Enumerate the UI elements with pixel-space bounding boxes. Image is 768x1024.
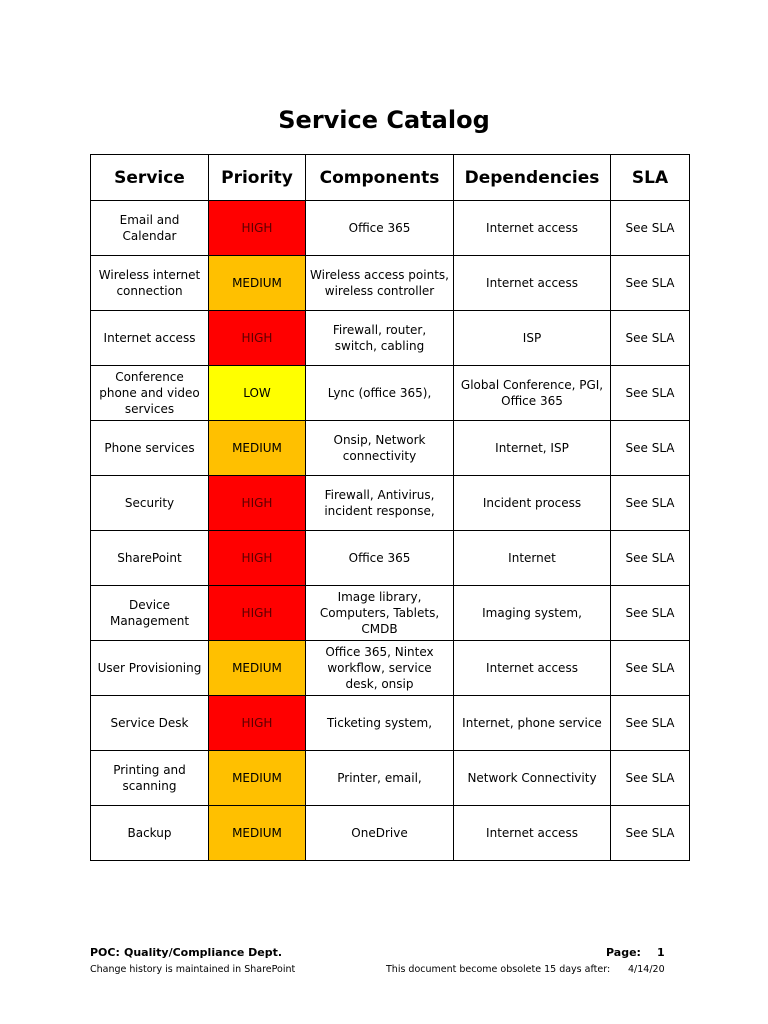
- table-row: Wireless internet connection MEDIUM Wire…: [90, 255, 690, 311]
- service-cell: Service Desk: [90, 695, 209, 751]
- sla-cell: See SLA: [610, 365, 690, 421]
- priority-cell: HIGH: [208, 695, 306, 751]
- components-cell: Printer, email,: [305, 750, 454, 806]
- page-title: Service Catalog: [278, 106, 490, 134]
- service-cell: Internet access: [90, 310, 209, 366]
- service-cell: Wireless internet connection: [90, 255, 209, 311]
- page-label: Page:: [606, 946, 641, 959]
- dependencies-cell: Internet: [453, 530, 611, 586]
- sla-cell: See SLA: [610, 310, 690, 366]
- components-cell: Office 365: [305, 530, 454, 586]
- priority-cell: MEDIUM: [208, 805, 306, 861]
- header-priority: Priority: [208, 154, 306, 201]
- poc-label: POC:: [90, 946, 120, 959]
- components-cell: Firewall, router, switch, cabling: [305, 310, 454, 366]
- table-header-row: Service Priority Components Dependencies…: [90, 154, 690, 201]
- priority-cell: HIGH: [208, 310, 306, 366]
- dependencies-cell: Internet, phone service: [453, 695, 611, 751]
- priority-cell: LOW: [208, 365, 306, 421]
- sla-cell: See SLA: [610, 750, 690, 806]
- priority-cell: MEDIUM: [208, 750, 306, 806]
- table-row: User Provisioning MEDIUM Office 365, Nin…: [90, 640, 690, 696]
- page-number: 1: [657, 946, 665, 959]
- header-dependencies: Dependencies: [453, 154, 611, 201]
- table-row: Device Management HIGH Image library, Co…: [90, 585, 690, 641]
- components-cell: Lync (office 365),: [305, 365, 454, 421]
- sla-cell: See SLA: [610, 530, 690, 586]
- service-cell: Conference phone and video services: [90, 365, 209, 421]
- components-cell: Wireless access points, wireless control…: [305, 255, 454, 311]
- service-catalog-table: Service Priority Components Dependencies…: [90, 154, 690, 861]
- header-components: Components: [305, 154, 454, 201]
- table-row: Internet access HIGH Firewall, router, s…: [90, 310, 690, 366]
- priority-cell: MEDIUM: [208, 640, 306, 696]
- dependencies-cell: Imaging system,: [453, 585, 611, 641]
- components-cell: Office 365, Nintex workflow, service des…: [305, 640, 454, 696]
- components-cell: Office 365: [305, 200, 454, 256]
- priority-cell: HIGH: [208, 530, 306, 586]
- priority-cell: HIGH: [208, 475, 306, 531]
- service-cell: SharePoint: [90, 530, 209, 586]
- service-cell: Security: [90, 475, 209, 531]
- obsolete-date: 4/14/20: [628, 964, 665, 975]
- sla-cell: See SLA: [610, 640, 690, 696]
- table-row: Email and Calendar HIGH Office 365 Inter…: [90, 200, 690, 256]
- table-row: Conference phone and video services LOW …: [90, 365, 690, 421]
- sla-cell: See SLA: [610, 695, 690, 751]
- dependencies-cell: Internet, ISP: [453, 420, 611, 476]
- components-cell: Image library, Computers, Tablets, CMDB: [305, 585, 454, 641]
- service-cell: Device Management: [90, 585, 209, 641]
- components-cell: OneDrive: [305, 805, 454, 861]
- dependencies-cell: Incident process: [453, 475, 611, 531]
- table-row: Security HIGH Firewall, Antivirus, incid…: [90, 475, 690, 531]
- priority-cell: HIGH: [208, 200, 306, 256]
- table-row: SharePoint HIGH Office 365 Internet See …: [90, 530, 690, 586]
- table-row: Phone services MEDIUM Onsip, Network con…: [90, 420, 690, 476]
- service-cell: Backup: [90, 805, 209, 861]
- dependencies-cell: Global Conference, PGI, Office 365: [453, 365, 611, 421]
- table-row: Service Desk HIGH Ticketing system, Inte…: [90, 695, 690, 751]
- priority-cell: MEDIUM: [208, 255, 306, 311]
- service-cell: User Provisioning: [90, 640, 209, 696]
- service-cell: Printing and scanning: [90, 750, 209, 806]
- sla-cell: See SLA: [610, 805, 690, 861]
- dependencies-cell: Internet access: [453, 640, 611, 696]
- components-cell: Ticketing system,: [305, 695, 454, 751]
- poc-value: Quality/Compliance Dept.: [124, 946, 283, 959]
- history-note: Change history is maintained in SharePoi…: [90, 964, 296, 975]
- dependencies-cell: Network Connectivity: [453, 750, 611, 806]
- priority-cell: MEDIUM: [208, 420, 306, 476]
- sla-cell: See SLA: [610, 200, 690, 256]
- obsolete-note: This document become obsolete 15 days af…: [386, 964, 611, 975]
- sla-cell: See SLA: [610, 585, 690, 641]
- dependencies-cell: Internet access: [453, 200, 611, 256]
- sla-cell: See SLA: [610, 475, 690, 531]
- service-cell: Phone services: [90, 420, 209, 476]
- header-sla: SLA: [610, 154, 690, 201]
- table-row: Printing and scanning MEDIUM Printer, em…: [90, 750, 690, 806]
- sla-cell: See SLA: [610, 255, 690, 311]
- header-service: Service: [90, 154, 209, 201]
- sla-cell: See SLA: [610, 420, 690, 476]
- components-cell: Onsip, Network connectivity: [305, 420, 454, 476]
- service-cell: Email and Calendar: [90, 200, 209, 256]
- dependencies-cell: ISP: [453, 310, 611, 366]
- dependencies-cell: Internet access: [453, 805, 611, 861]
- table-row: Backup MEDIUM OneDrive Internet access S…: [90, 805, 690, 861]
- dependencies-cell: Internet access: [453, 255, 611, 311]
- priority-cell: HIGH: [208, 585, 306, 641]
- components-cell: Firewall, Antivirus, incident response,: [305, 475, 454, 531]
